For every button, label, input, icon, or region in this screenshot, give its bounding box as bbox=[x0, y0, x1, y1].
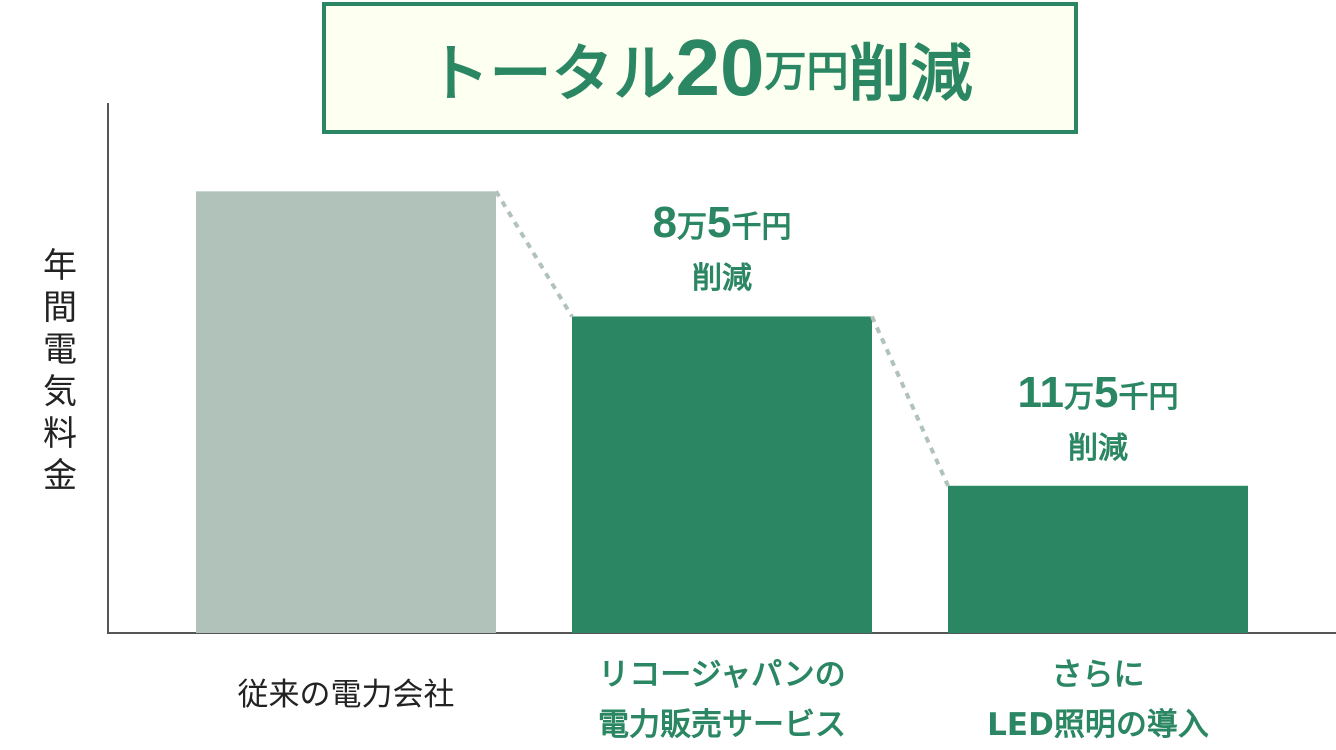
reduction-label: 8万5千円削減 bbox=[572, 198, 872, 299]
connector-line bbox=[494, 190, 574, 318]
reduction-u1: 万 bbox=[677, 210, 707, 246]
title-number: 20 bbox=[675, 23, 765, 112]
x-tick-label-line: 従来の電力会社 bbox=[237, 677, 455, 713]
reduction-u1: 万 bbox=[1064, 379, 1095, 415]
x-tick-label-line: 電力販売サービス bbox=[598, 707, 846, 743]
x-tick-label-line: さらに bbox=[1051, 657, 1145, 693]
reduction-u2: 千円 bbox=[731, 210, 792, 246]
reduction-line2: 削減 bbox=[692, 261, 752, 297]
x-tick-label-line: LED照明の導入 bbox=[987, 707, 1209, 743]
reduction-line2: 削減 bbox=[1068, 430, 1128, 466]
reduction-u2: 千円 bbox=[1118, 379, 1179, 415]
bar-2 bbox=[572, 316, 872, 633]
bar-1 bbox=[196, 191, 496, 634]
title-unit: 万円 bbox=[764, 46, 849, 96]
reduction-label: 11万5千円削減 bbox=[948, 368, 1248, 469]
reduction-num1: 8 bbox=[652, 198, 677, 248]
x-tick-label: リコージャパンの 電力販売サービス bbox=[552, 650, 892, 750]
reduction-num1: 11 bbox=[1017, 367, 1065, 417]
reduction-num2: 5 bbox=[1094, 367, 1119, 417]
y-axis-label: 年間電気料金 bbox=[43, 246, 77, 496]
title-suffix: 削減 bbox=[848, 37, 973, 110]
x-tick-label: さらに LED照明の導入 bbox=[928, 650, 1268, 750]
x-tick-label: 従来の電力会社 bbox=[176, 670, 516, 720]
x-tick-label-line: リコージャパンの bbox=[598, 657, 846, 693]
chart-title: トータル 20 万円 削減 bbox=[322, 2, 1078, 134]
connector-line bbox=[870, 315, 950, 487]
bar-3 bbox=[948, 485, 1248, 633]
reduction-num2: 5 bbox=[707, 198, 732, 248]
title-prefix: トータル bbox=[427, 37, 676, 110]
